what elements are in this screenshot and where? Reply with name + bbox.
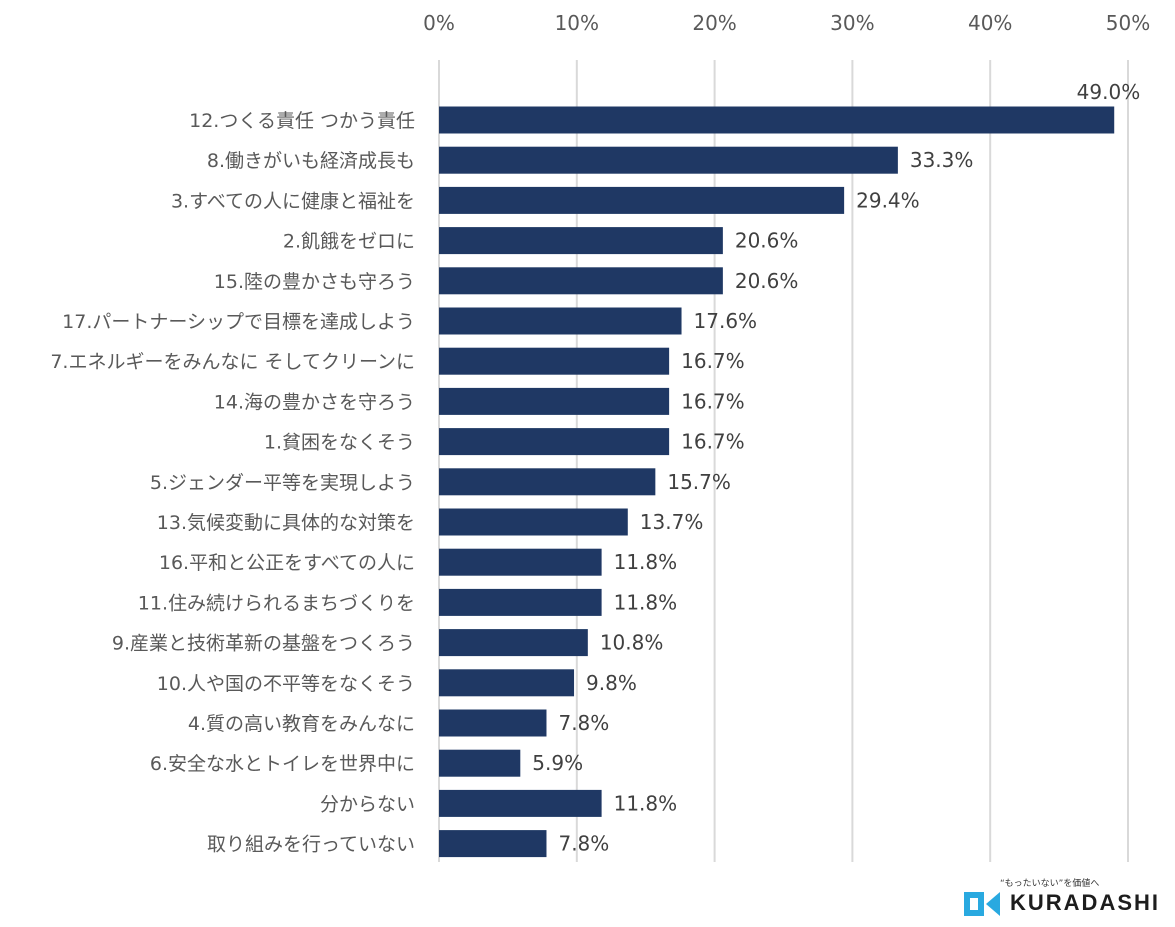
value-label: 29.4% — [856, 188, 920, 212]
value-label: 49.0% — [1077, 80, 1141, 104]
value-label: 7.8% — [558, 832, 609, 856]
bar — [439, 789, 602, 817]
bar — [439, 146, 898, 174]
category-label: 10.人や国の不平等をなくそう — [157, 673, 415, 695]
category-label: 17.パートナーシップで目標を達成しよう — [62, 311, 415, 333]
category-label: 取り組みを行っていない — [207, 834, 415, 856]
x-tick-label: 30% — [830, 11, 874, 35]
category-label: 13.気候変動に具体的な対策を — [157, 512, 415, 534]
bar — [439, 267, 723, 295]
category-label: 3.すべての人に健康と福祉を — [171, 190, 415, 212]
value-label: 7.8% — [558, 711, 609, 735]
x-tick-label: 20% — [692, 11, 736, 35]
bar — [439, 508, 628, 536]
category-label: 分からない — [320, 793, 415, 815]
category-label: 6.安全な水とトイレを世界中に — [150, 753, 415, 775]
value-label: 20.6% — [735, 269, 799, 293]
kuradashi-logo-icon — [964, 892, 1000, 916]
category-label: 11.住み続けられるまちづくりを — [138, 592, 415, 614]
x-tick-label: 50% — [1106, 11, 1150, 35]
bar — [439, 428, 670, 456]
bar — [439, 709, 547, 737]
bar — [439, 548, 602, 576]
bar — [439, 186, 845, 214]
category-label: 7.エネルギーをみんなに そしてクリーンに — [50, 351, 415, 373]
category-label: 2.飢餓をゼロに — [283, 231, 415, 253]
value-label: 11.8% — [614, 791, 678, 815]
bar — [439, 387, 670, 415]
x-tick-label: 40% — [968, 11, 1012, 35]
value-label: 11.8% — [614, 590, 678, 614]
x-tick-label: 0% — [423, 11, 455, 35]
category-label: 15.陸の豊かさも守ろう — [214, 271, 415, 293]
value-label: 16.7% — [681, 389, 745, 413]
value-label: 10.8% — [600, 631, 664, 655]
value-label: 15.7% — [667, 470, 731, 494]
x-tick-label: 10% — [555, 11, 599, 35]
kuradashi-logo — [962, 874, 1162, 924]
category-label: 16.平和と公正をすべての人に — [159, 552, 415, 574]
value-label: 9.8% — [586, 671, 637, 695]
value-label: 33.3% — [910, 148, 974, 172]
bar — [439, 830, 547, 858]
category-label: 8.働きがいも経済成長も — [207, 150, 415, 172]
category-label: 4.質の高い教育をみんなに — [188, 713, 415, 735]
value-label: 20.6% — [735, 229, 799, 253]
category-label: 14.海の豊かさを守ろう — [214, 391, 415, 413]
bar — [439, 749, 521, 777]
category-label: 1.貧困をなくそう — [264, 432, 415, 454]
value-label: 5.9% — [532, 751, 583, 775]
value-label: 16.7% — [681, 349, 745, 373]
category-label: 5.ジェンダー平等を実現しよう — [150, 472, 415, 494]
value-label: 16.7% — [681, 430, 745, 454]
value-label: 13.7% — [640, 510, 704, 534]
category-label: 12.つくる責任 つかう責任 — [189, 110, 415, 132]
bar — [439, 669, 575, 697]
bar — [439, 106, 1115, 134]
logo-tagline: “もったいない”を価値へ — [1000, 879, 1100, 889]
bar — [439, 629, 588, 657]
bar — [439, 307, 682, 335]
value-label: 17.6% — [694, 309, 758, 333]
bar — [439, 227, 723, 255]
value-label: 11.8% — [614, 550, 678, 574]
bar — [439, 588, 602, 616]
bar — [439, 468, 656, 496]
category-label: 9.産業と技術革新の基盤をつくろう — [112, 633, 415, 655]
logo-brand-text: KURADASHI — [1010, 890, 1160, 915]
bar — [439, 347, 670, 375]
